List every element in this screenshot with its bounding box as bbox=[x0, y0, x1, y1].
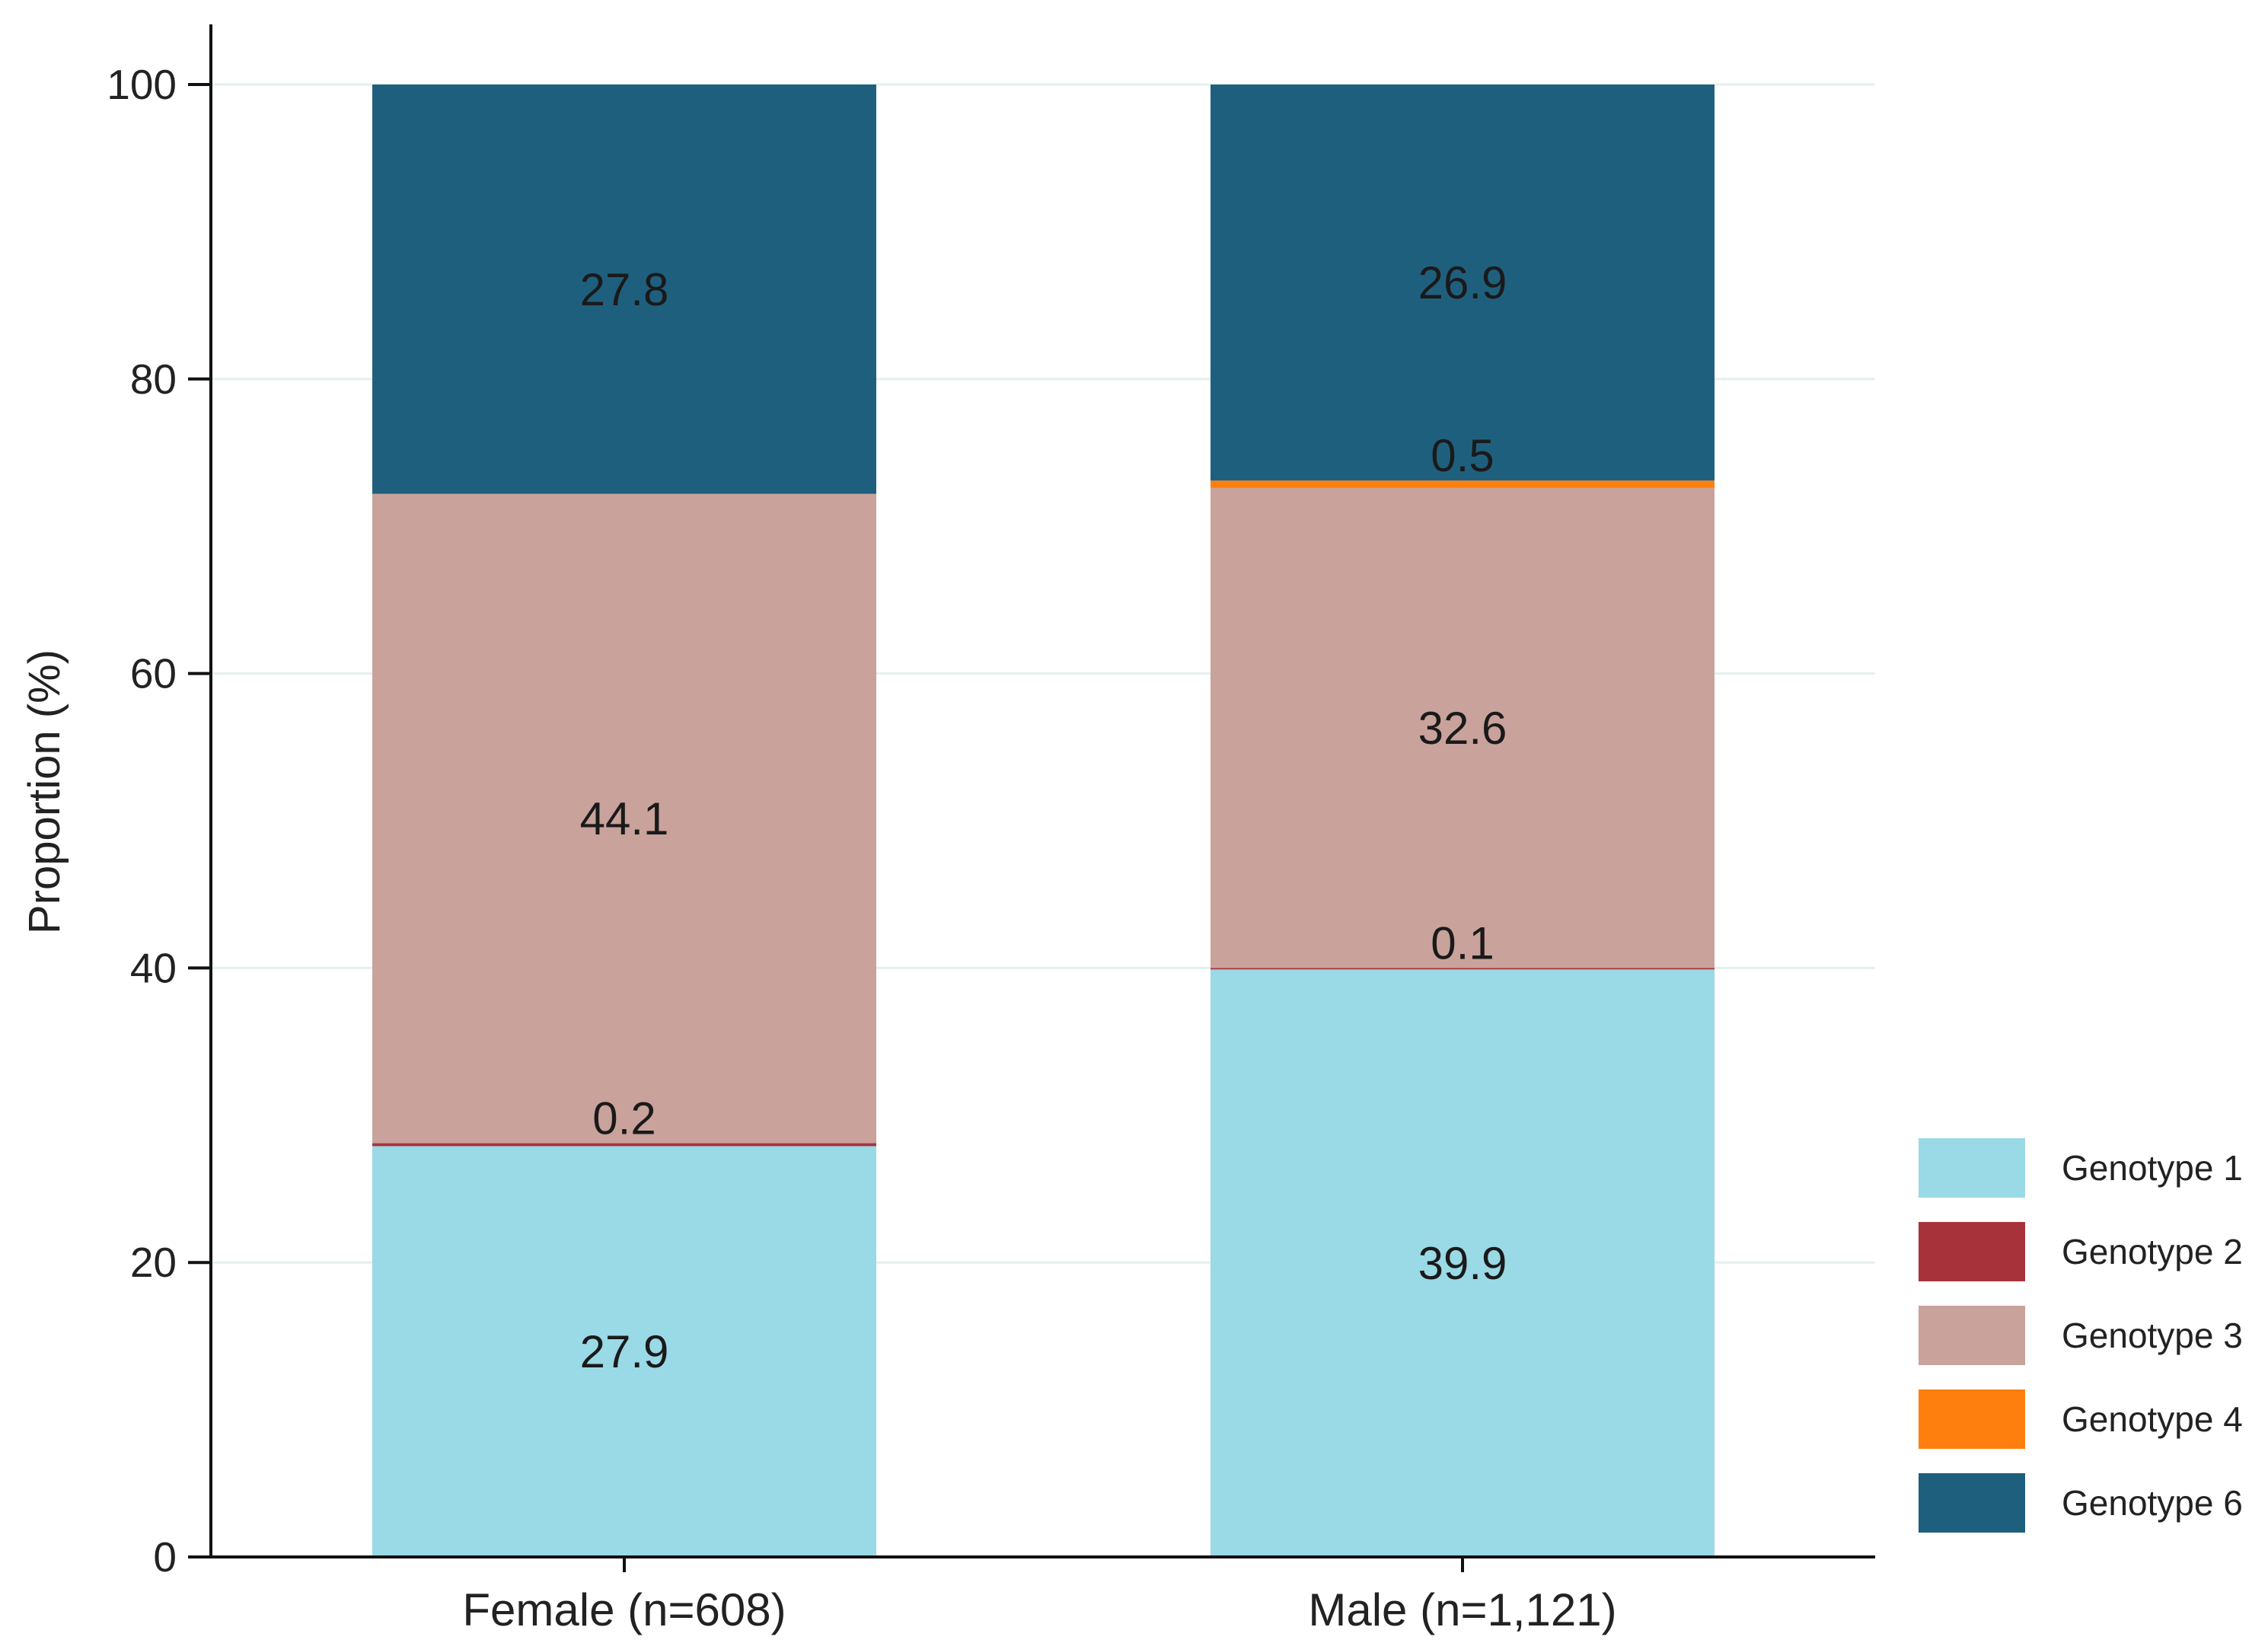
y-tick-label-40: 40 bbox=[130, 944, 177, 991]
data-label-female-genotype-1: 27.9 bbox=[580, 1326, 669, 1377]
data-label-male-genotype-6: 26.9 bbox=[1418, 257, 1507, 308]
y-ticks: 0 20 40 60 80 100 bbox=[107, 61, 211, 1581]
legend-swatch-genotype-4 bbox=[1919, 1389, 2025, 1449]
legend-swatch-genotype-6 bbox=[1919, 1473, 2025, 1533]
data-label-male-genotype-2: 0.1 bbox=[1431, 917, 1494, 968]
y-tick-label-80: 80 bbox=[130, 356, 177, 403]
bar-segment-female-genotype-3 bbox=[372, 493, 876, 1144]
x-category-label-0: Female (n=608) bbox=[462, 1584, 786, 1635]
legend-label-genotype-4: Genotype 4 bbox=[2062, 1399, 2243, 1439]
data-label-male-genotype-1: 39.9 bbox=[1418, 1238, 1507, 1289]
bars bbox=[372, 85, 1715, 1557]
bar-segment-male-genotype-3 bbox=[1211, 487, 1715, 968]
bar-segment-male-genotype-1 bbox=[1211, 969, 1715, 1557]
segment-labels: 27.9 0.2 44.1 27.8 39.9 0.1 32.6 0.5 26.9 bbox=[580, 257, 1507, 1377]
y-tick-label-60: 60 bbox=[130, 650, 177, 697]
bar-segment-male-genotype-4 bbox=[1211, 480, 1715, 488]
legend-swatch-genotype-3 bbox=[1919, 1306, 2025, 1365]
data-label-male-genotype-4: 0.5 bbox=[1431, 430, 1494, 481]
data-label-female-genotype-2: 0.2 bbox=[592, 1093, 656, 1144]
bar-segment-female-genotype-2 bbox=[372, 1143, 876, 1147]
bar-segment-female-genotype-1 bbox=[372, 1146, 876, 1557]
legend-label-genotype-6: Genotype 6 bbox=[2062, 1483, 2243, 1523]
data-label-female-genotype-6: 27.8 bbox=[580, 264, 669, 315]
axes bbox=[209, 24, 1875, 1558]
data-label-male-genotype-3: 32.6 bbox=[1418, 703, 1507, 754]
y-tick-label-0: 0 bbox=[153, 1533, 177, 1581]
x-category-labels: Female (n=608) Male (n=1,121) bbox=[462, 1557, 1617, 1635]
bar-segment-male-genotype-2 bbox=[1211, 968, 1715, 970]
legend-swatch-genotype-2 bbox=[1919, 1222, 2025, 1281]
x-category-label-1: Male (n=1,121) bbox=[1308, 1584, 1616, 1635]
legend-label-genotype-2: Genotype 2 bbox=[2062, 1232, 2243, 1271]
legend: Genotype 1 Genotype 2 Genotype 3 Genotype 4… bbox=[1919, 1138, 2243, 1533]
y-tick-label-20: 20 bbox=[130, 1239, 177, 1286]
y-axis-title: Proportion (%) bbox=[20, 649, 69, 934]
legend-label-genotype-1: Genotype 1 bbox=[2062, 1148, 2243, 1188]
y-tick-label-100: 100 bbox=[107, 61, 177, 108]
bar-segment-male-genotype-6 bbox=[1211, 85, 1715, 481]
legend-swatch-genotype-1 bbox=[1919, 1138, 2025, 1198]
bar-segment-female-genotype-6 bbox=[372, 85, 876, 494]
legend-label-genotype-3: Genotype 3 bbox=[2062, 1316, 2243, 1355]
data-label-female-genotype-3: 44.1 bbox=[580, 793, 669, 844]
